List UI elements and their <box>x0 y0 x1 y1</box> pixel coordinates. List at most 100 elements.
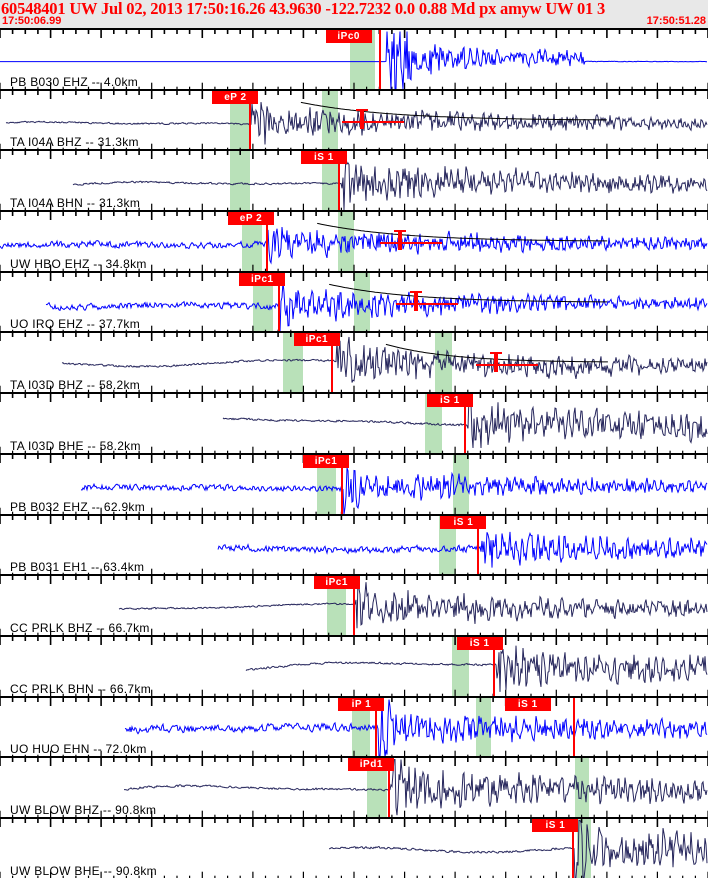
trace-list: iPc0 PB B030 EHZ -- 4.0km eP 2 TA I04A BHZ … <box>0 28 708 878</box>
amplitude-marker <box>342 91 406 150</box>
station-channel-label: UO IRQ EHZ -- 37.7km <box>10 317 141 332</box>
station-channel-label: CC PRLK BHN -- 66.7km <box>10 681 151 696</box>
time-axis-ticks <box>0 515 708 575</box>
time-axis-ticks <box>0 272 708 332</box>
phase-pick-line[interactable] <box>265 212 268 271</box>
phase-pick-line[interactable] <box>477 515 480 575</box>
station-channel-label: UW BLOW BHZ -- 90.8km <box>10 802 157 817</box>
waveform-trace <box>0 31 707 89</box>
phase-pick-line[interactable] <box>572 818 575 878</box>
phase-pick-line[interactable] <box>277 272 280 332</box>
pick-uncertainty-band <box>475 697 492 757</box>
phase-pick-label[interactable]: iPc1 <box>293 333 340 347</box>
phase-pick-line[interactable] <box>249 90 252 150</box>
phase-pick-line[interactable] <box>378 30 381 89</box>
phase-pick-label[interactable]: iPc1 <box>313 576 360 590</box>
phase-pick-line[interactable] <box>338 151 341 211</box>
station-channel-label: PB B030 EHZ -- 4.0km <box>10 74 139 89</box>
phase-pick-label[interactable]: eP 2 <box>212 90 259 104</box>
phase-pick-label[interactable]: iS 1 <box>440 515 487 529</box>
phase-pick-line[interactable] <box>375 697 378 757</box>
time-axis-ticks <box>0 818 708 878</box>
phase-pick-line[interactable] <box>573 697 576 757</box>
waveform-trace <box>124 759 708 816</box>
trace-row[interactable]: iPc0 PB B030 EHZ -- 4.0km <box>0 28 708 89</box>
station-channel-label: CC PRLK BHZ -- 66.7km <box>10 620 150 635</box>
waveform-trace <box>0 222 708 265</box>
phase-pick-label[interactable]: iPc1 <box>303 454 350 468</box>
phase-pick-label[interactable]: eP 2 <box>227 212 274 226</box>
waveform-trace <box>328 819 708 878</box>
pick-uncertainty-band <box>338 212 354 271</box>
amplitude-marker <box>396 273 460 332</box>
pick-uncertainty-band <box>242 212 262 271</box>
time-axis-ticks <box>0 151 708 211</box>
trace-row[interactable]: iPc1 UO IRQ EHZ -- 37.7km <box>0 270 708 332</box>
waveform-trace <box>118 577 708 629</box>
trace-row[interactable]: eP 2 UW HBO EHZ -- 34.8km <box>0 210 708 271</box>
pick-uncertainty-band <box>230 90 250 150</box>
phase-pick-line[interactable] <box>352 576 355 635</box>
waveform-trace <box>217 531 708 568</box>
station-channel-label: UW BLOW BHE -- 90.8km <box>10 863 157 878</box>
waveform-trace <box>80 467 708 514</box>
pick-uncertainty-band <box>317 454 336 514</box>
trace-row[interactable]: iPc1 CC PRLK BHZ -- 66.7km <box>0 574 708 635</box>
time-axis-ticks <box>0 576 708 635</box>
pick-uncertainty-band <box>327 576 346 635</box>
pick-uncertainty-band <box>424 394 442 453</box>
phase-pick-label[interactable]: iPd1 <box>348 758 395 772</box>
phase-pick-label[interactable]: iPc0 <box>325 30 372 43</box>
pick-uncertainty-band <box>253 272 274 332</box>
phase-pick-label[interactable]: iS 1 <box>426 394 473 408</box>
amplitude-marker <box>475 333 540 392</box>
event-header-title: 60548401 UW Jul 02, 2013 17:50:16.26 43.… <box>1 0 606 18</box>
phase-pick-line[interactable] <box>331 333 334 393</box>
trace-row[interactable]: iPd1 UW BLOW BHZ -- 90.8km <box>0 756 708 817</box>
phase-pick-label[interactable]: iS 1 <box>504 697 551 711</box>
station-channel-label: UW HBO EHZ -- 34.8km <box>10 256 147 271</box>
station-channel-label: PB B032 EHZ -- 62.9km <box>10 499 146 514</box>
phase-pick-line[interactable] <box>387 758 390 817</box>
trace-row[interactable]: iS 1 UW BLOW BHE -- 90.8km <box>0 816 708 878</box>
station-channel-label: PB B031 EH1 -- 63.4km <box>10 560 145 575</box>
phase-pick-label[interactable]: iP 1 <box>338 697 385 711</box>
phase-pick-label[interactable]: iS 1 <box>532 818 579 832</box>
phase-pick-line[interactable] <box>463 394 466 453</box>
trace-row[interactable]: iS 1 PB B031 EH1 -- 63.4km <box>0 513 708 575</box>
pick-uncertainty-band <box>322 151 338 211</box>
station-channel-label: UO HUO EHN -- 72.0km <box>10 742 147 757</box>
waveform-trace <box>245 645 708 692</box>
phase-pick-label[interactable]: iS 1 <box>300 151 347 165</box>
pick-uncertainty-band <box>283 333 303 393</box>
window-start-time: 17:50:06.99 <box>2 15 62 27</box>
amplitude-marker <box>380 212 444 271</box>
pick-uncertainty-band <box>451 636 469 696</box>
trace-row[interactable]: iS 1 TA I04A BHN -- 31.3km <box>0 149 708 211</box>
pick-uncertainty-band <box>366 758 387 817</box>
waveform-trace <box>72 157 708 211</box>
waveform-trace <box>124 699 708 757</box>
trace-row[interactable]: iPc1 PB B032 EHZ -- 62.9km <box>0 452 708 514</box>
trace-row[interactable]: eP 2 TA I04A BHZ -- 31.3km <box>0 88 708 150</box>
phase-pick-line[interactable] <box>492 636 495 696</box>
time-axis-ticks <box>0 90 708 150</box>
trace-row[interactable]: iS 1 CC PRLK BHN -- 66.7km <box>0 634 708 696</box>
trace-row[interactable]: iS 1 TA I03D BHE -- 58.2km <box>0 392 708 453</box>
station-channel-label: TA I03D BHZ -- 58.2km <box>10 378 141 393</box>
phase-pick-label[interactable]: iPc1 <box>239 272 286 286</box>
station-channel-label: TA I04A BHZ -- 31.3km <box>10 135 139 150</box>
station-channel-label: TA I04A BHN -- 31.3km <box>10 196 141 211</box>
window-end-time: 17:50:51.28 <box>646 15 706 27</box>
waveform-trace <box>45 281 708 332</box>
trace-row[interactable]: iPc1 TA I03D BHZ -- 58.2km <box>0 331 708 393</box>
pick-uncertainty-band <box>230 151 250 211</box>
phase-pick-line[interactable] <box>341 454 344 514</box>
station-channel-label: TA I03D BHE -- 58.2km <box>10 438 141 453</box>
pick-uncertainty-band <box>438 515 456 575</box>
phase-pick-label[interactable]: iS 1 <box>456 636 503 650</box>
waveform-trace <box>5 101 708 145</box>
header-bar: 60548401 UW Jul 02, 2013 17:50:16.26 43.… <box>0 0 708 28</box>
trace-row[interactable]: iP 1 iS 1 UO HUO EHN -- 72.0km <box>0 695 708 757</box>
